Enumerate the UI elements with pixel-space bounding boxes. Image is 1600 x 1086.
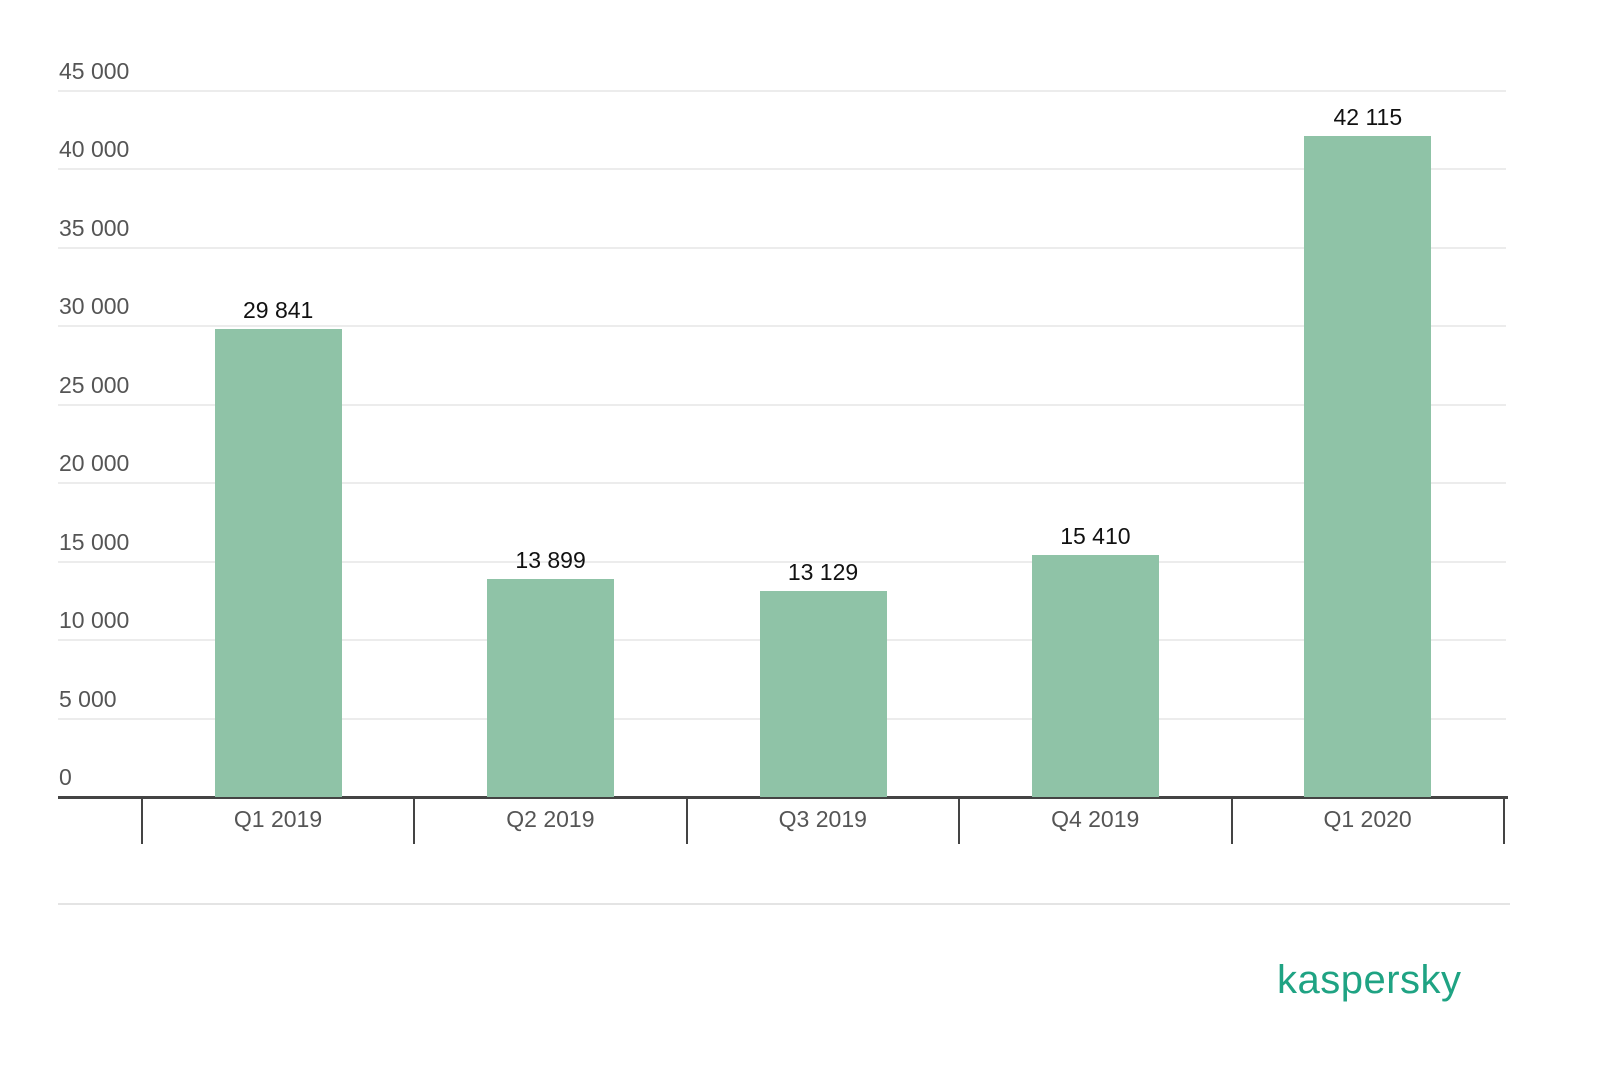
- bar: [759, 591, 887, 797]
- x-tick-label: Q4 2019: [1051, 806, 1140, 832]
- y-tick-label: 40 000: [59, 136, 130, 163]
- y-tick-label: 35 000: [59, 214, 130, 241]
- bar: [487, 578, 615, 797]
- x-axis-separator: [958, 798, 961, 844]
- bar-value-label: 15 410: [1060, 523, 1131, 550]
- x-tick-label: Q2 2019: [506, 806, 595, 832]
- bar: [1304, 136, 1432, 797]
- x-axis-separator: [413, 798, 416, 844]
- y-tick-label: 30 000: [59, 293, 130, 320]
- y-tick-label: 10 000: [59, 607, 130, 634]
- bar-value-label: 13 129: [787, 559, 859, 586]
- x-axis-separator: [1503, 798, 1505, 844]
- y-tick-label: 15 000: [59, 528, 130, 555]
- bar: [214, 328, 342, 797]
- y-tick-label: 45 000: [59, 58, 130, 84]
- bar-value-label: 42 115: [1333, 104, 1403, 131]
- y-tick-label: 5 000: [59, 685, 117, 712]
- gridline: [58, 168, 1506, 171]
- x-tick-label: Q1 2020: [1323, 806, 1412, 832]
- x-axis: [58, 796, 1508, 799]
- gridline: [58, 90, 1506, 92]
- bar: [1031, 555, 1159, 797]
- kaspersky-logo: kaspersky: [1277, 958, 1462, 1002]
- gridline: [58, 325, 1506, 328]
- x-axis-separator: [141, 798, 143, 844]
- gridline: [58, 403, 1506, 406]
- bar-value-label: 13 899: [515, 546, 586, 573]
- x-tick-label: Q3 2019: [778, 806, 867, 832]
- gridline: [58, 560, 1506, 563]
- divider: [58, 903, 1510, 905]
- gridline: [58, 246, 1506, 249]
- y-tick-label: 0: [59, 764, 72, 790]
- bar-value-label: 29 841: [243, 296, 314, 323]
- gridline: [58, 482, 1506, 485]
- x-axis-separator: [685, 798, 688, 844]
- x-axis-separator: [1230, 798, 1233, 844]
- y-tick-label: 20 000: [59, 450, 130, 477]
- x-tick-label: Q1 2019: [233, 806, 323, 832]
- y-tick-label: 25 000: [59, 371, 130, 398]
